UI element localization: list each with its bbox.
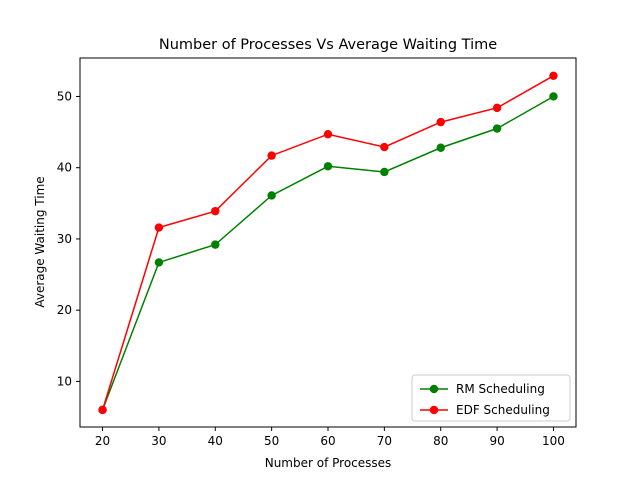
y-tick-label: 40	[57, 161, 72, 175]
y-tick-label: 10	[57, 374, 72, 388]
data-point	[549, 71, 558, 81]
data-point	[436, 117, 445, 127]
data-point	[323, 130, 333, 139]
data-point	[154, 258, 164, 267]
x-tick-label: 20	[95, 434, 110, 448]
x-tick-label: 50	[264, 434, 279, 448]
x-tick-label: 30	[151, 434, 166, 448]
data-point	[98, 405, 107, 415]
data-point	[267, 191, 276, 200]
y-axis-label: Average Waiting Time	[33, 176, 47, 307]
chart-title: Number of Processes Vs Average Waiting T…	[159, 37, 497, 53]
data-point	[211, 240, 220, 249]
legend-label: EDF Scheduling	[456, 403, 550, 417]
legend: RM Scheduling EDF Scheduling	[411, 374, 571, 422]
data-point	[211, 206, 220, 216]
data-point	[323, 162, 333, 171]
data-point	[380, 142, 389, 152]
data-point	[549, 92, 558, 101]
data-point	[492, 103, 502, 113]
x-tick-label: 90	[489, 434, 504, 448]
x-tick-label: 80	[433, 434, 448, 448]
data-point	[436, 143, 445, 152]
data-point	[492, 124, 502, 133]
x-tick-label: 60	[320, 434, 335, 448]
x-axis-label: Number of Processes	[265, 456, 392, 470]
plot-area: 20 30 40 50 60 70 80 90 100 10 20 30 40 50	[57, 57, 577, 448]
data-point	[380, 167, 389, 177]
x-tick-label: 70	[377, 434, 392, 448]
legend-marker	[429, 384, 439, 394]
y-tick-label: 30	[57, 232, 72, 246]
x-tick-label: 40	[208, 434, 223, 448]
y-tick-label: 20	[57, 303, 72, 317]
x-tick-label: 100	[542, 434, 565, 448]
y-tick-label: 50	[57, 89, 72, 103]
legend-label: RM Scheduling	[456, 382, 545, 396]
data-point	[267, 151, 276, 160]
data-point	[154, 223, 164, 232]
legend-box	[411, 374, 571, 422]
legend-marker	[429, 405, 439, 415]
